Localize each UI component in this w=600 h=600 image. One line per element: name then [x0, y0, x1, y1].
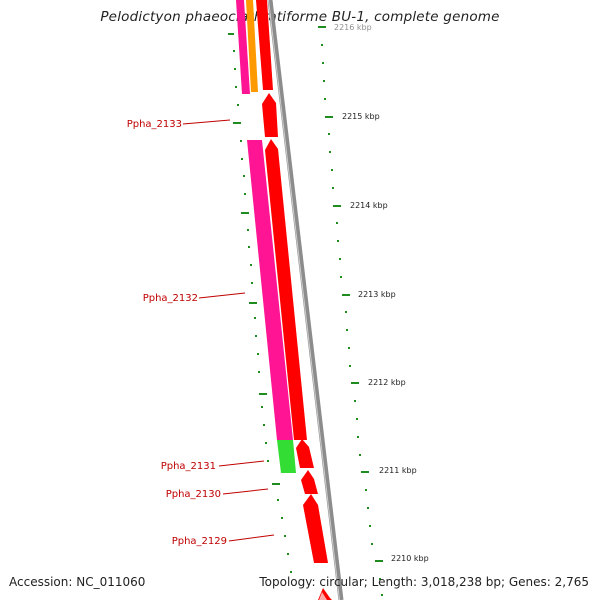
scale-ticks	[318, 26, 383, 596]
gene-forward-1	[296, 439, 314, 468]
gene-label-ppha-2133[interactable]: Ppha_2133	[127, 119, 182, 130]
scale-label-2210: 2210 kbp	[391, 554, 429, 563]
gene-label-leaders	[182, 119, 275, 542]
gene-forward-long	[265, 139, 307, 440]
topology-info: Topology: circular; Length: 3,018,238 bp…	[259, 575, 589, 589]
gene-label-ppha-2131[interactable]: Ppha_2131	[161, 461, 216, 472]
scale-label-2212: 2212 kbp	[368, 378, 406, 387]
gene-label-ppha-2129[interactable]: Ppha_2129	[172, 536, 227, 547]
gene-forward-2	[301, 470, 318, 494]
gene-label-ppha-2132[interactable]: Ppha_2132	[143, 293, 198, 304]
gene-block-top-red	[256, 0, 273, 90]
gene-label-ppha-2130[interactable]: Ppha_2130	[166, 489, 221, 500]
inner-ticks	[228, 33, 292, 573]
gene-forward-4-tip	[319, 592, 327, 600]
scale-label-2216: 2216 kbp	[334, 23, 372, 32]
genome-title: Pelodictyon phaeoclathratiforme BU-1, co…	[100, 9, 500, 25]
gene-block-top-pink	[236, 0, 250, 94]
gene-block-top-orange	[246, 0, 258, 92]
scale-label-2214: 2214 kbp	[350, 201, 388, 210]
scale-label-2213: 2213 kbp	[358, 290, 396, 299]
gene-ppha-2133-forward	[262, 93, 278, 137]
genome-backbone	[267, 0, 344, 600]
gene-forward-3	[303, 494, 328, 563]
scale-label-2211: 2211 kbp	[379, 466, 417, 475]
gene-ppha-2131	[277, 440, 296, 473]
accession-info: Accession: NC_011060	[9, 575, 146, 589]
genome-backbone-highlight	[268, 0, 340, 600]
gene-ppha-2132	[247, 140, 293, 440]
scale-label-2215: 2215 kbp	[342, 112, 380, 121]
